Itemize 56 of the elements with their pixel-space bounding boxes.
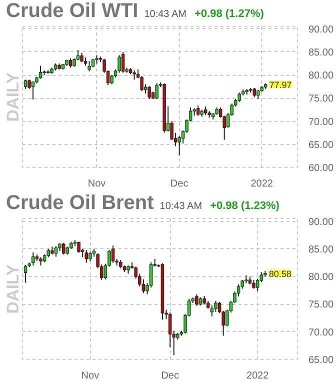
y-tick-label: 90.00 <box>308 216 334 228</box>
x-tick-label: Dec <box>170 178 188 190</box>
candlestick <box>88 60 91 72</box>
x-tick-label: 2022 <box>250 178 274 190</box>
text: 77.97 <box>269 80 292 90</box>
candlestick <box>256 278 260 292</box>
y-tick-label: 85.00 <box>308 47 334 58</box>
candlestick <box>155 82 158 100</box>
candlestick <box>210 304 214 317</box>
text: +0.98 (1.27%) <box>194 8 264 20</box>
chart-title: Crude Oil Brent <box>6 192 154 214</box>
y-tick-label: 80.00 <box>308 70 334 82</box>
text: 80.58 <box>268 268 292 279</box>
text: 10:43 AM <box>144 9 186 20</box>
candlestick <box>238 92 241 102</box>
candlestick <box>252 87 256 98</box>
candlestick <box>68 58 72 68</box>
candlestick <box>195 294 198 306</box>
chart-title: Crude Oil WTI <box>6 0 138 22</box>
y-tick-label: 75.00 <box>308 300 334 311</box>
candlestick <box>54 246 58 258</box>
candlestick <box>118 54 121 74</box>
y-tick-label: 80.00 <box>308 272 334 284</box>
candlestick <box>121 51 125 74</box>
candlestick <box>88 251 92 262</box>
candlestick <box>256 89 260 100</box>
y-tick-label: 70.00 <box>308 116 334 128</box>
x-tick-label: Nov <box>81 370 100 382</box>
y-tick-label: 75.00 <box>308 94 334 105</box>
candlestick <box>62 242 66 255</box>
candlestick <box>31 81 35 100</box>
y-tick-label: 90.00 <box>308 24 334 36</box>
text: +0.98 (1.23%) <box>210 200 280 212</box>
candlestick <box>196 105 200 116</box>
x-tick-label: Dec <box>161 370 179 382</box>
x-tick-label: 2022 <box>246 370 270 382</box>
candlestick <box>38 65 42 80</box>
candlestick <box>148 86 151 100</box>
candlestick <box>84 250 88 264</box>
y-tick-label: 85.00 <box>308 244 334 256</box>
candlestick <box>24 264 28 284</box>
candlestick <box>24 79 28 90</box>
candlestick <box>214 300 218 312</box>
candlestick <box>77 241 80 254</box>
candlestick <box>168 312 172 348</box>
candlestick <box>32 252 35 266</box>
candlestick <box>80 52 84 63</box>
candlestick <box>111 245 115 264</box>
candlestick <box>142 278 146 294</box>
y-tick-label: 70.00 <box>308 327 334 338</box>
x-tick-label: Nov <box>88 178 106 190</box>
y-tick-label: 65.00 <box>308 140 334 151</box>
text: 10:43 AM <box>160 201 202 212</box>
y-tick-label: 65.00 <box>308 355 334 366</box>
candlestick <box>132 70 136 80</box>
y-tick-label: 60.00 <box>308 163 334 174</box>
